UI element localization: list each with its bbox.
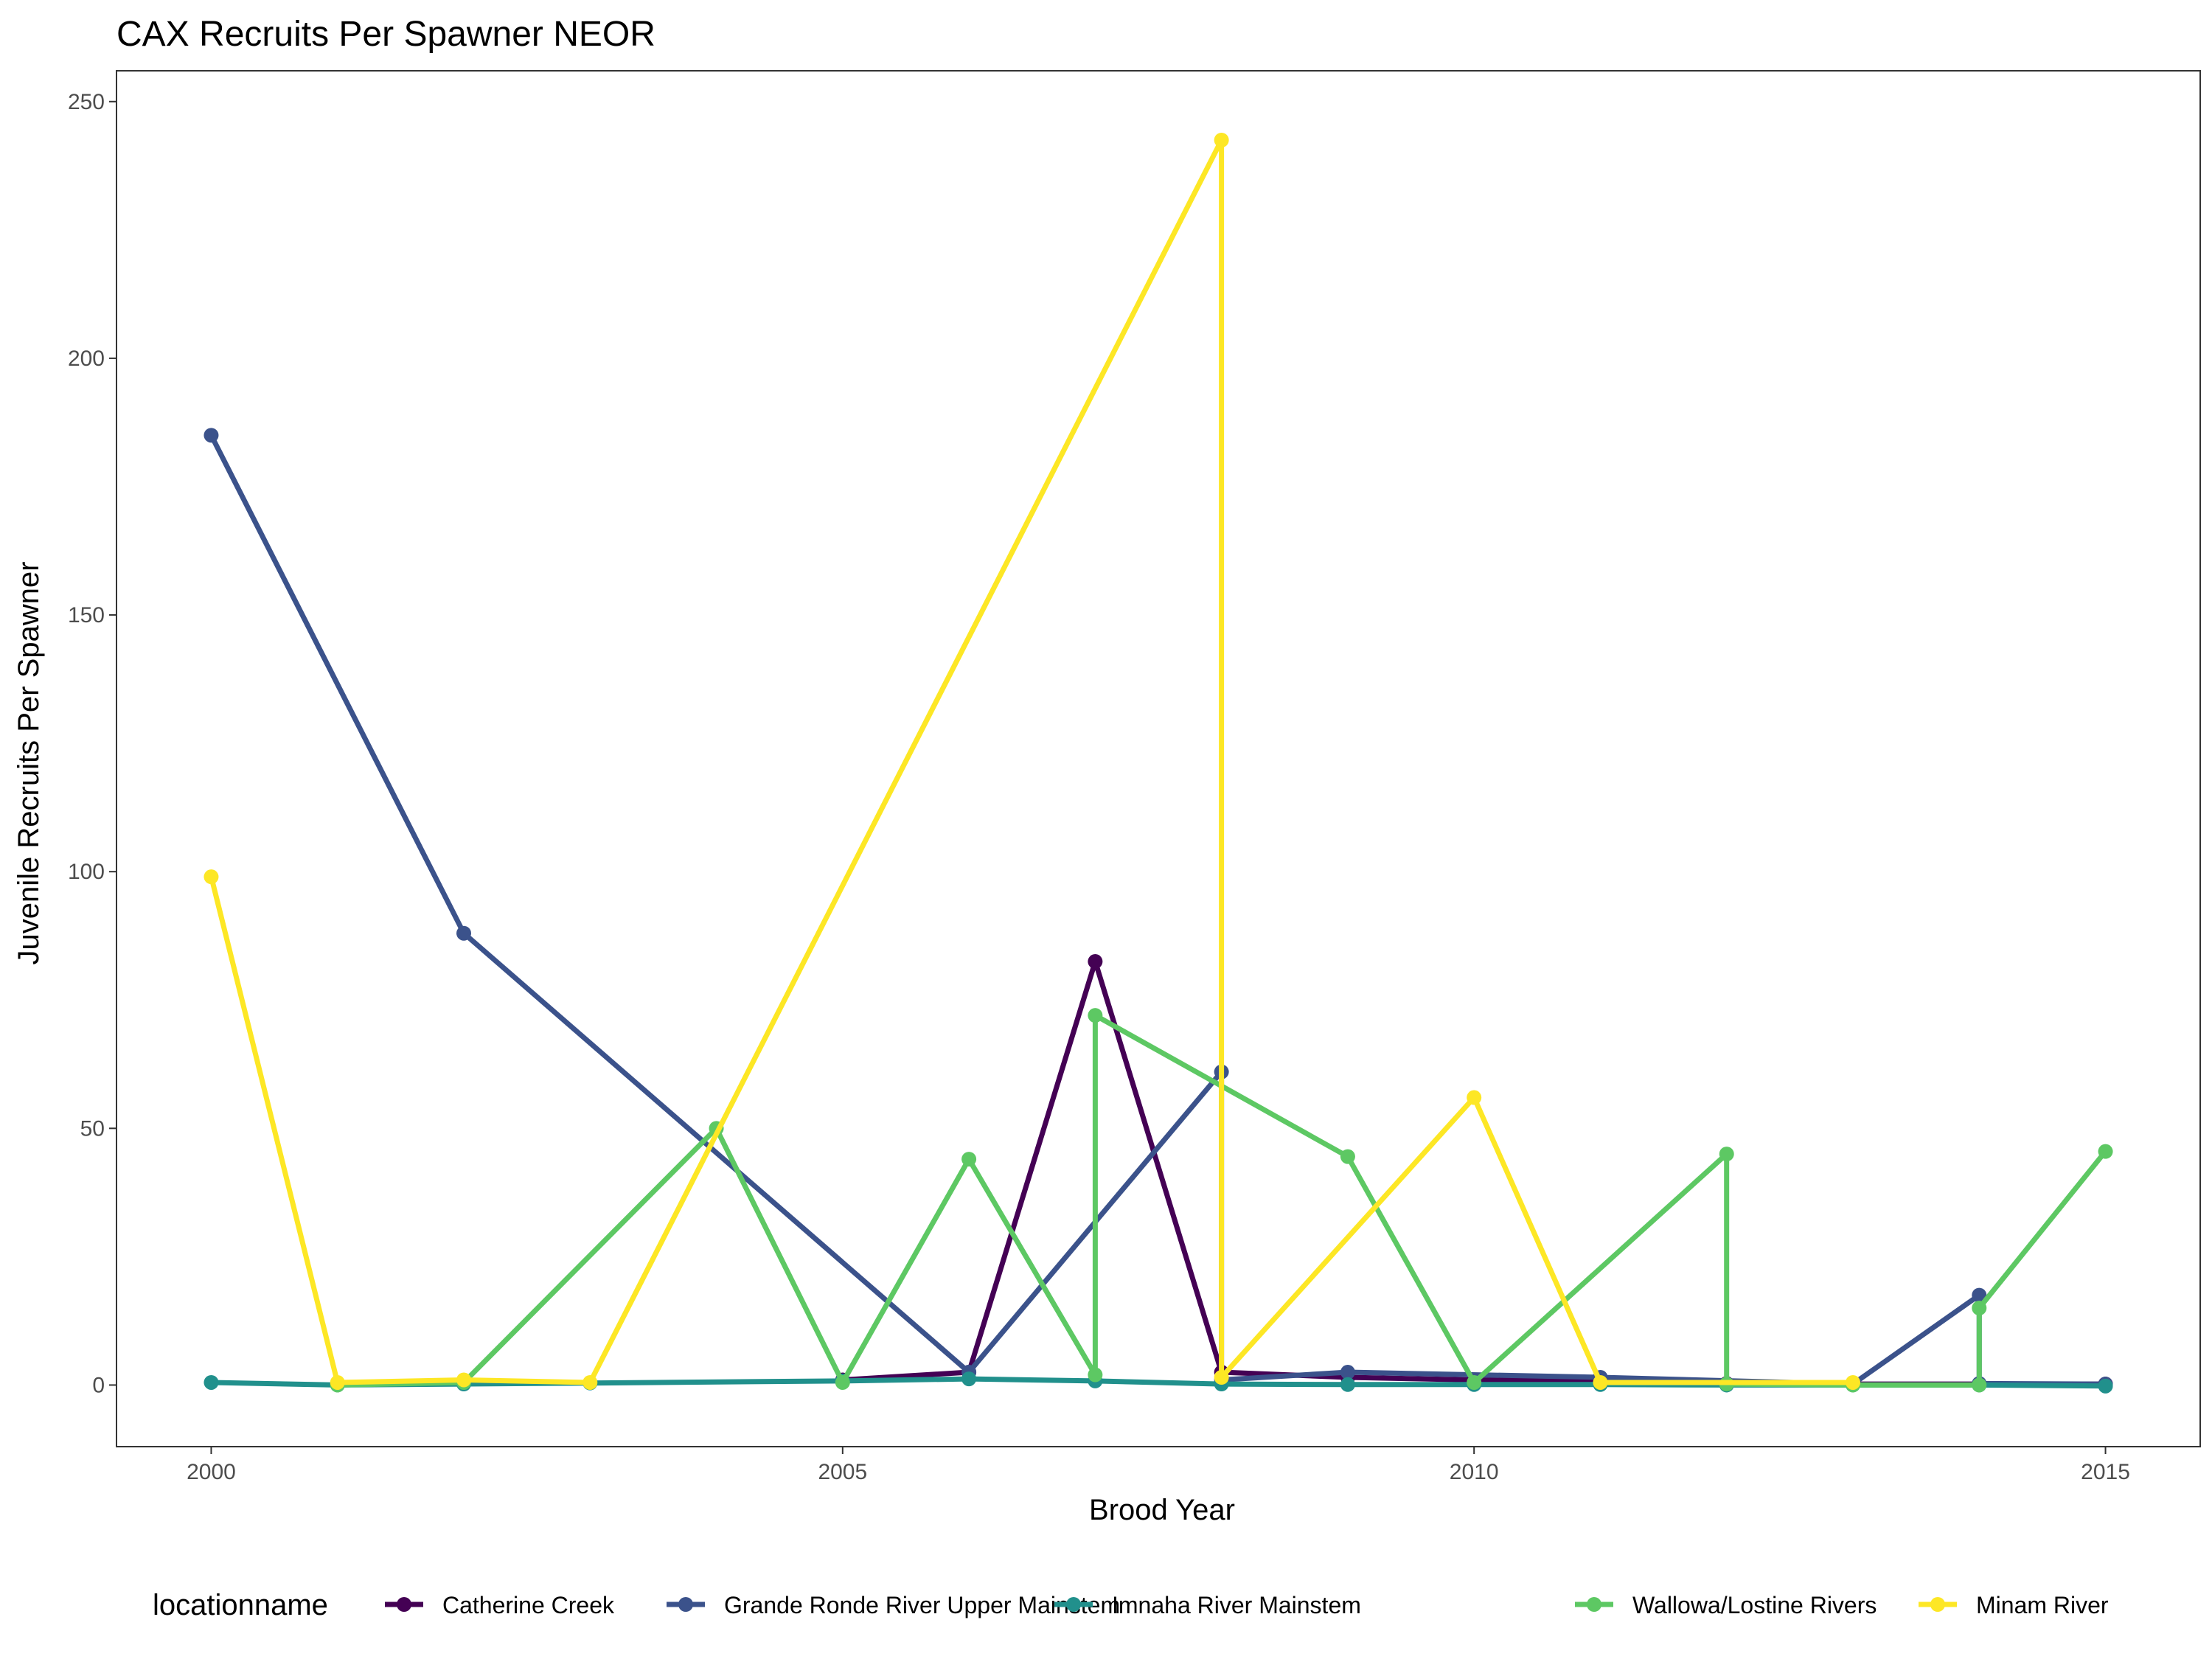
data-point <box>1088 1367 1103 1382</box>
legend-label: Catherine Creek <box>442 1592 615 1618</box>
data-point <box>330 1374 345 1390</box>
data-point <box>835 1374 850 1390</box>
legend-marker <box>678 1597 693 1612</box>
x-tick-label: 2000 <box>187 1460 236 1484</box>
legend: locationname Catherine Creek Grande Ronde … <box>153 1589 2109 1621</box>
legend-title: locationname <box>153 1589 328 1621</box>
data-point <box>1972 1287 1987 1303</box>
legend-label: Imnaha River Mainstem <box>1112 1592 1361 1618</box>
data-point <box>961 1371 977 1387</box>
legend-marker <box>1587 1597 1601 1612</box>
y-tick-label: 200 <box>68 347 105 371</box>
series-line <box>209 137 1856 1385</box>
data-point <box>204 1374 219 1390</box>
x-axis-title: Brood Year <box>1089 1494 1235 1526</box>
data-point <box>1214 1370 1229 1385</box>
legend-item: Grande Ronde River Upper Mainstem <box>667 1592 1120 1618</box>
series-wallowa-lostine-rivers <box>330 1008 2113 1393</box>
x-tick-label: 2010 <box>1450 1460 1499 1484</box>
data-point <box>1972 1301 1987 1316</box>
data-point <box>1088 954 1103 970</box>
chart-title: CAX Recruits Per Spawner NEOR <box>116 15 655 54</box>
y-tick-label: 100 <box>68 860 105 884</box>
data-point <box>1593 1374 1608 1390</box>
data-point <box>1719 1147 1734 1162</box>
y-axis-title: Juvenile Recruits Per Spawner <box>13 562 45 965</box>
data-point <box>1467 1374 1482 1390</box>
series-line <box>840 959 2108 1387</box>
x-tick-label: 2015 <box>2081 1460 2130 1484</box>
legend-item: Minam River <box>1919 1592 2109 1618</box>
data-point <box>1467 1090 1482 1105</box>
legend-label: Wallowa/Lostine Rivers <box>1632 1592 1877 1618</box>
series-catherine-creek <box>835 954 2113 1392</box>
data-point <box>204 869 219 885</box>
data-point <box>961 1152 977 1167</box>
legend-label: Minam River <box>1976 1592 2109 1618</box>
legend-item: Catherine Creek <box>385 1592 615 1618</box>
plot-border <box>116 70 2201 1447</box>
legend-marker <box>1930 1597 1945 1612</box>
data-point <box>1972 1377 1987 1393</box>
y-tick-label: 150 <box>68 603 105 627</box>
y-tick-label: 50 <box>80 1116 105 1141</box>
series-grande-ronde-river-upper-mainstem <box>204 428 2113 1392</box>
data-point <box>1340 1365 1355 1380</box>
y-tick-label: 0 <box>92 1373 105 1397</box>
data-point <box>456 1372 471 1388</box>
legend-label: Grande Ronde River Upper Mainstem <box>724 1592 1120 1618</box>
data-point <box>2098 1144 2113 1159</box>
axes: 2000 2005 2010 2015 0 50 100 150 200 250 <box>68 70 2201 1484</box>
x-tick-label: 2005 <box>818 1460 867 1484</box>
legend-marker <box>397 1597 411 1612</box>
series-layer <box>204 132 2113 1394</box>
data-point <box>204 428 219 443</box>
data-point <box>2098 1378 2113 1394</box>
series-minam-river <box>204 132 1860 1390</box>
legend-item: Imnaha River Mainstem <box>1054 1592 1361 1618</box>
data-point <box>1214 132 1229 147</box>
legend-item: Wallowa/Lostine Rivers <box>1575 1592 1877 1618</box>
data-point <box>582 1374 598 1390</box>
data-point <box>1340 1149 1355 1164</box>
data-point <box>1088 1008 1103 1023</box>
data-point <box>456 925 471 941</box>
legend-marker <box>1066 1597 1081 1612</box>
y-tick-label: 250 <box>68 90 105 114</box>
series-line <box>209 432 2108 1387</box>
data-point <box>1340 1377 1355 1392</box>
data-point <box>1846 1374 1860 1390</box>
